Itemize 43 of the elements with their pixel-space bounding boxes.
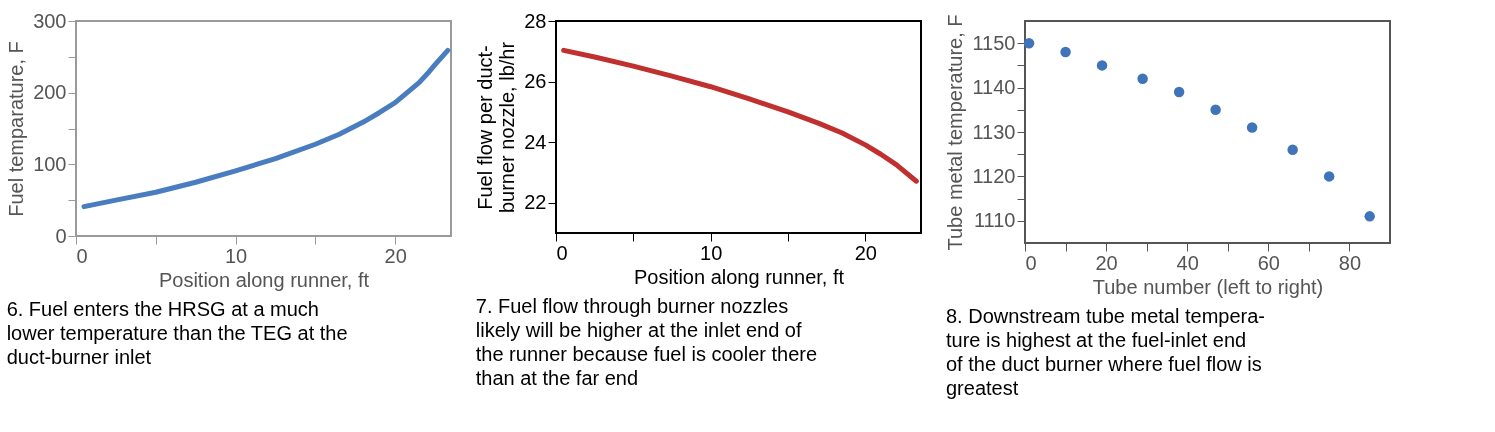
point <box>1287 144 1298 155</box>
y-tick-label: 200 <box>33 81 67 104</box>
x-tick-label: 80 <box>1338 251 1362 274</box>
y-axis-title: Fuel temparature, F <box>5 41 28 217</box>
text: 7. Fuel flow through burner nozzles likely will be higher at the inlet end of the runner because fuel is cooler there than at the far end <box>475 295 818 389</box>
y-axis-title: Tube metal temperature, F <box>944 14 967 251</box>
x-axis-title: Tube number (left to right) <box>1092 275 1324 298</box>
x-tick-label: 10 <box>700 241 723 264</box>
x-tick-label: 0 <box>76 244 88 267</box>
text: 6. Fuel enters the HRSG at a much lower temperature than the TEG at the duct-burner inlet <box>6 298 348 368</box>
y-tick-label: 24 <box>524 130 547 153</box>
y-tick-label: 26 <box>524 70 547 93</box>
point <box>1023 37 1035 49</box>
point <box>1364 211 1375 222</box>
point <box>1210 104 1221 116</box>
point <box>1060 46 1071 58</box>
y-tick-label: 1150 <box>972 31 1016 54</box>
y-tick-label: 1140 <box>972 76 1016 99</box>
text: 8. Downstream tube metal tempera- ture is highest at the fuel-inlet end of the duct burner where fuel flow is greatest <box>945 305 1266 399</box>
y-tick-label: 1130 <box>972 120 1016 143</box>
point <box>1173 86 1185 98</box>
y-tick-label: 300 <box>33 9 67 32</box>
y-tick-label: 100 <box>33 152 67 175</box>
y-axis-title: Fuel flow per duct- burner nozzle, lb/hr <box>474 41 519 214</box>
x-tick-label: 0 <box>1025 251 1037 274</box>
y-tick-label: 22 <box>524 191 547 214</box>
point <box>1096 60 1108 71</box>
x-tick-label: 10 <box>224 244 248 267</box>
x-tick-label: 0 <box>556 241 568 264</box>
x-axis-title: Position along runner, ft <box>158 268 370 291</box>
y-tick-label: 1110 <box>973 209 1016 232</box>
x-axis-title: Position along runner, ft <box>633 265 845 288</box>
y-tick-label: 28 <box>524 9 547 32</box>
x-tick-label: 60 <box>1257 251 1280 274</box>
y-tick-label: 0 <box>55 224 67 247</box>
point <box>1137 73 1148 84</box>
x-tick-label: 20 <box>854 241 877 264</box>
y-tick-label: 1120 <box>972 164 1016 187</box>
x-tick-label: 40 <box>1176 251 1199 274</box>
point <box>1323 171 1335 182</box>
x-tick-label: 20 <box>1095 251 1118 274</box>
point <box>1246 122 1258 133</box>
x-tick-label: 20 <box>384 244 407 267</box>
